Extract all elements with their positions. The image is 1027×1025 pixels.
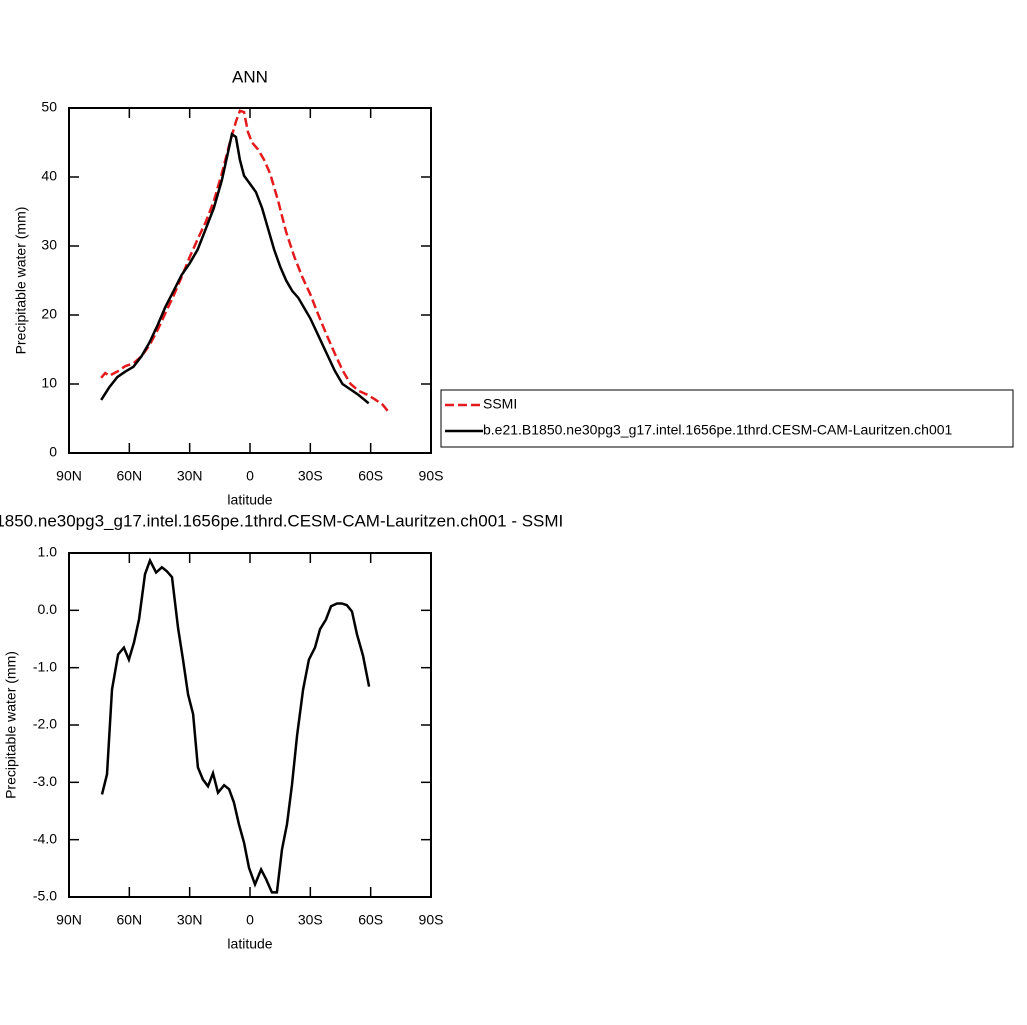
x-axis-label: latitude	[227, 936, 272, 952]
legend-label: b.e21.B1850.ne30pg3_g17.intel.1656pe.1th…	[483, 422, 953, 438]
x-tick-label: 30N	[177, 468, 203, 484]
x-axis-label: latitude	[227, 492, 272, 508]
y-tick-label: -4.0	[33, 830, 57, 846]
x-tick-label: 90N	[56, 912, 82, 928]
y-tick-label: 40	[41, 168, 57, 184]
y-axis-label: Precipitable water (mm)	[3, 651, 19, 799]
x-tick-label: 0	[246, 912, 254, 928]
x-tick-label: 30N	[177, 912, 203, 928]
y-tick-label: -3.0	[33, 773, 57, 789]
x-tick-label: 60N	[116, 912, 142, 928]
x-tick-label: 60S	[358, 468, 383, 484]
plot-frame	[68, 552, 432, 898]
y-tick-label: 30	[41, 237, 57, 253]
y-tick-label: 20	[41, 306, 57, 322]
x-tick-label: 90S	[419, 912, 444, 928]
data-line	[100, 109, 390, 414]
x-tick-label: 60N	[116, 468, 142, 484]
y-tick-label: 0.0	[38, 601, 58, 617]
y-tick-label: -1.0	[33, 658, 57, 674]
data-line	[100, 557, 371, 894]
y-tick-label: -5.0	[33, 888, 57, 904]
y-tick-label: 0	[49, 444, 57, 460]
data-line	[100, 132, 370, 405]
y-axis-label: Precipitable water (mm)	[13, 207, 29, 355]
plot-frame	[68, 107, 432, 454]
y-tick-label: 1.0	[38, 544, 58, 560]
y-tick-label: 10	[41, 375, 57, 391]
x-tick-label: 30S	[298, 912, 323, 928]
y-tick-label: 50	[41, 99, 57, 115]
legend-box	[440, 389, 1014, 448]
chart-title: ANN	[232, 67, 268, 86]
y-tick-label: -2.0	[33, 716, 57, 732]
legend-label: SSMI	[483, 396, 517, 412]
chart-title: b.e21.B1850.ne30pg3_g17.intel.1656pe.1th…	[0, 511, 563, 530]
x-tick-label: 30S	[298, 468, 323, 484]
x-tick-label: 90N	[56, 468, 82, 484]
x-tick-label: 90S	[419, 468, 444, 484]
x-tick-label: 60S	[358, 912, 383, 928]
x-tick-label: 0	[246, 468, 254, 484]
